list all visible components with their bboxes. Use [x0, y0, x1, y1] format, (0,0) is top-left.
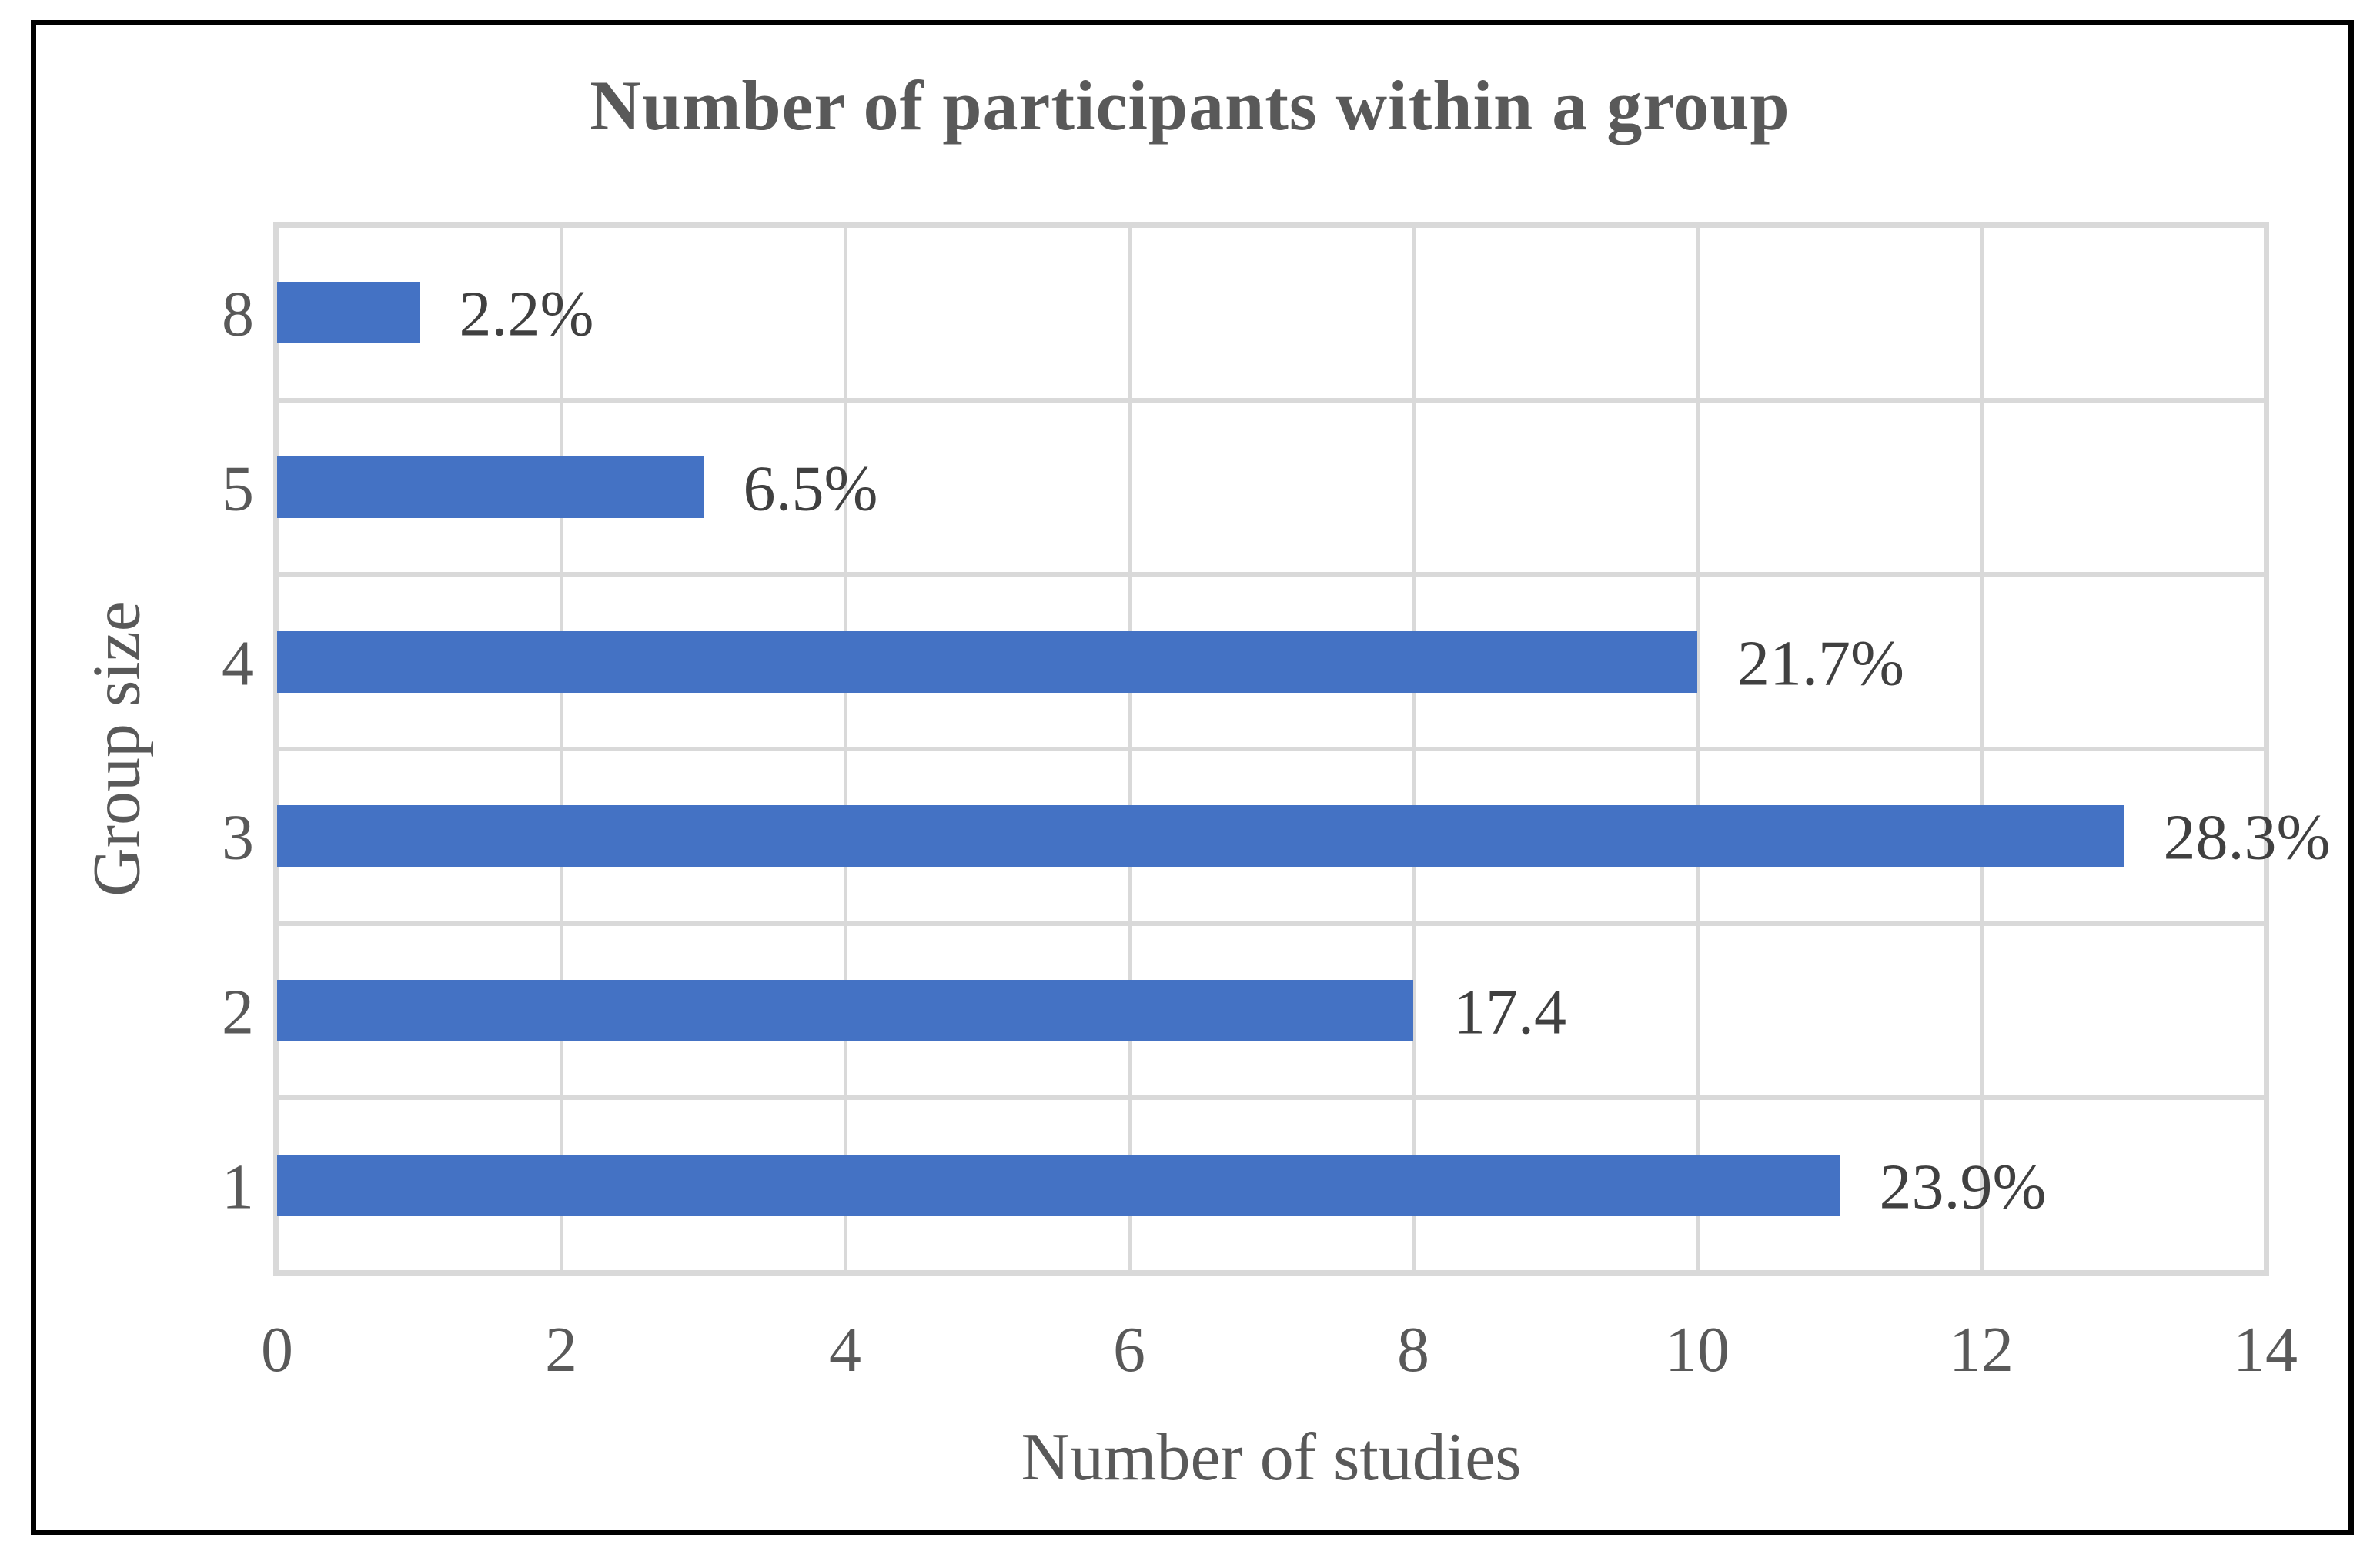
y-axis-tick-label: 3 [222, 801, 254, 874]
x-axis-tick-label: 10 [1665, 1314, 1730, 1386]
x-axis-tick-label: 4 [829, 1314, 861, 1386]
bar [277, 1154, 1840, 1216]
chart-title: Number of participants within a group [590, 66, 1790, 145]
bar [277, 456, 704, 518]
y-axis-tick-label: 1 [222, 1151, 254, 1223]
bar-value-label: 23.9% [1879, 1151, 2047, 1223]
bar-value-label: 6.5% [743, 453, 878, 525]
bar [277, 630, 1697, 693]
bar-value-label: 28.3% [2163, 801, 2331, 874]
y-axis-tick-label: 5 [222, 453, 254, 525]
horizontal-gridline [277, 397, 2265, 403]
y-axis-tick-label: 8 [222, 278, 254, 350]
x-axis-tick-label: 8 [1397, 1314, 1429, 1386]
x-axis-tick-label: 6 [1113, 1314, 1145, 1386]
x-axis-tick-label: 14 [2233, 1314, 2298, 1386]
horizontal-gridline [277, 223, 2265, 228]
y-axis-title: Group size [79, 601, 155, 897]
vertical-gridline [2263, 226, 2268, 1272]
x-axis-tick-label: 0 [261, 1314, 293, 1386]
bar [277, 980, 1413, 1041]
horizontal-gridline [277, 1270, 2265, 1275]
x-axis-tick-label: 2 [545, 1314, 577, 1386]
bar-value-label: 17.4 [1453, 976, 1566, 1048]
bar [277, 805, 2124, 868]
y-axis-tick-label: 2 [222, 976, 254, 1048]
bar-value-label: 2.2% [459, 278, 594, 350]
figure-border [31, 20, 2354, 1535]
x-axis-title: Number of studies [1021, 1420, 1522, 1495]
bar [277, 282, 420, 344]
horizontal-gridline [277, 572, 2265, 577]
y-axis-tick-label: 4 [222, 627, 254, 700]
horizontal-gridline [277, 747, 2265, 751]
horizontal-gridline [277, 921, 2265, 926]
x-axis-tick-label: 12 [1949, 1314, 2014, 1386]
bar-value-label: 21.7% [1737, 627, 1904, 700]
horizontal-gridline [277, 1095, 2265, 1101]
